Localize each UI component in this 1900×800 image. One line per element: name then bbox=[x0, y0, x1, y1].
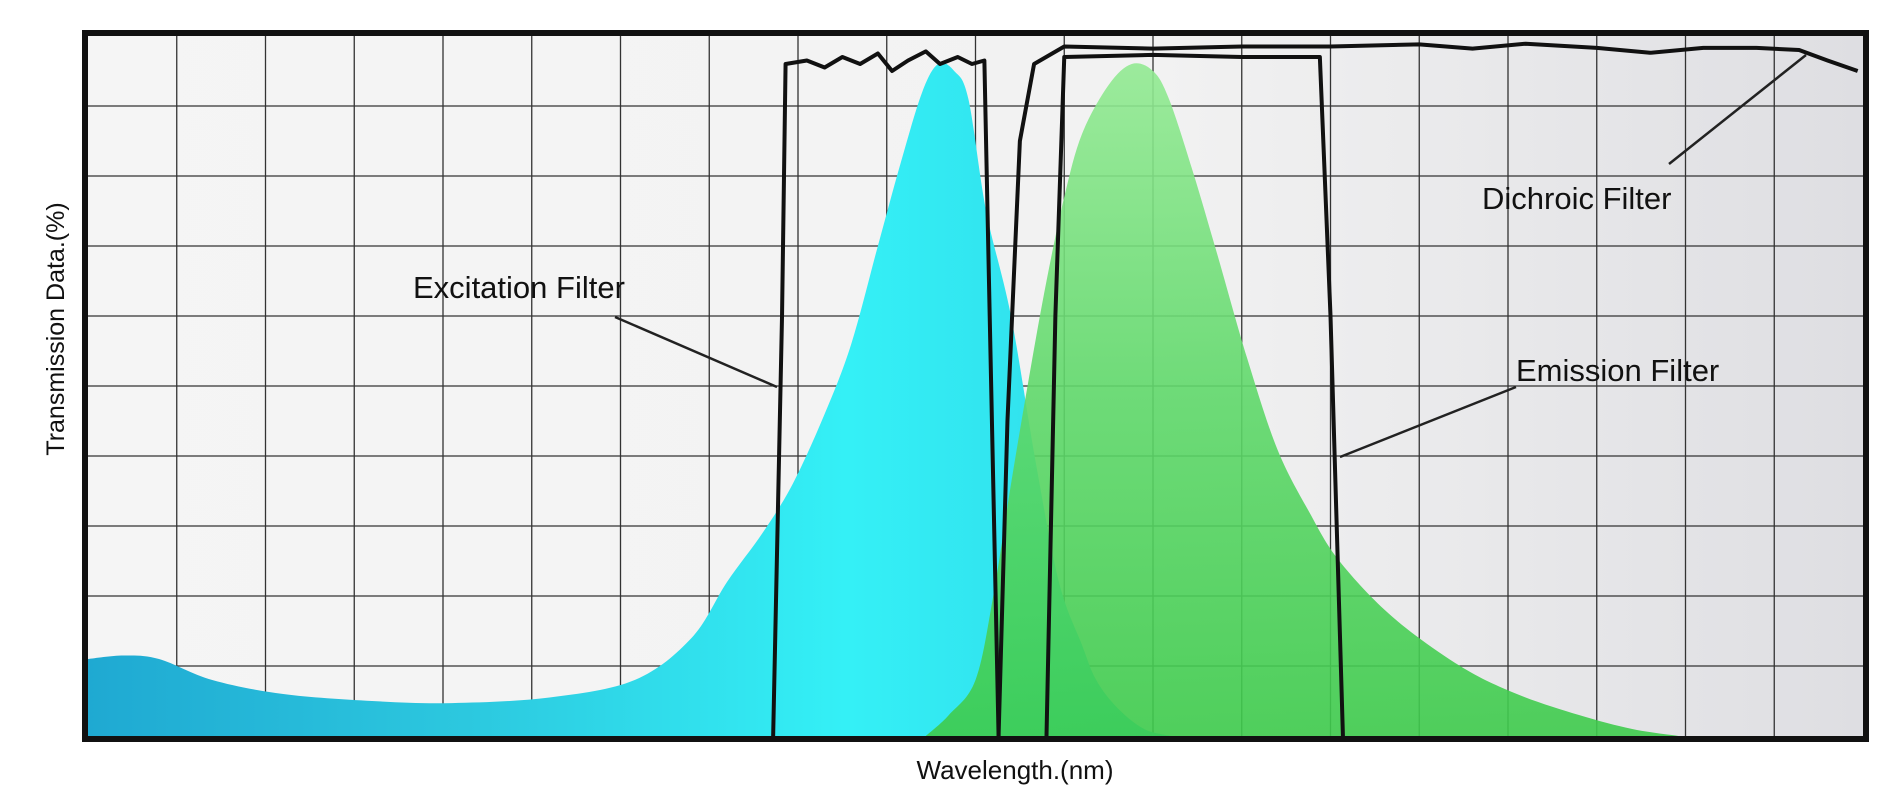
emission-filter-leader bbox=[1339, 385, 1517, 459]
excitation-filter-curve bbox=[771, 49, 1001, 737]
y-axis-label: Transmission Data.(%) bbox=[42, 202, 70, 455]
dichroic-filter-leader bbox=[1668, 54, 1807, 165]
emission-spectrum-area bbox=[925, 63, 1679, 737]
emission-filter-curve bbox=[1044, 52, 1345, 737]
dichroic-filter-curve bbox=[996, 41, 1859, 737]
x-axis-label: Wavelength.(nm) bbox=[917, 755, 1114, 785]
annotation-dichroic-filter: Dichroic Filter bbox=[1482, 181, 1671, 216]
spectra bbox=[88, 62, 1679, 737]
annotation-emission-filter: Emission Filter bbox=[1516, 353, 1719, 388]
annotation-excitation-filter: Excitation Filter bbox=[413, 270, 625, 305]
excitation-spectrum-area bbox=[88, 62, 1171, 737]
filter-curves bbox=[771, 41, 1859, 737]
plot-frame bbox=[82, 30, 1869, 742]
excitation-filter-leader bbox=[614, 315, 778, 389]
